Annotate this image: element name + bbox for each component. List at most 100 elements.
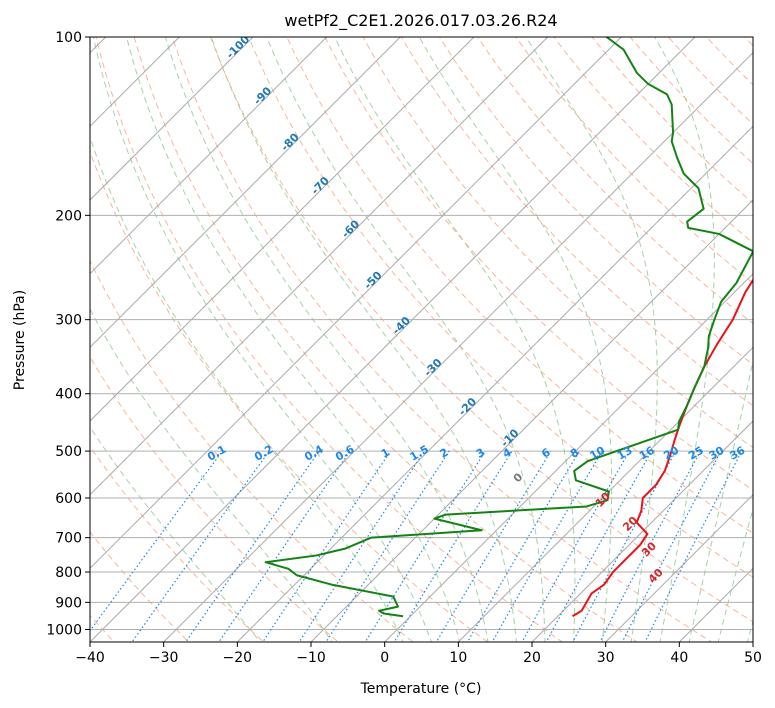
y-tick-label: 500	[55, 444, 82, 460]
dry-adiabat	[515, 37, 753, 284]
dry-adiabat	[553, 37, 753, 244]
dry-adiabat	[770, 24, 775, 654]
dry-adiabat	[400, 37, 753, 407]
moist-adiabat	[717, 506, 753, 642]
isotherm--70	[90, 37, 475, 422]
moist-adiabat	[90, 135, 404, 642]
moist-adiabat	[126, 37, 461, 642]
moist-adiabats	[90, 37, 753, 642]
isotherm--50	[90, 37, 622, 570]
dry-adiabat	[438, 37, 753, 366]
mixing-ratio-label: 0.1	[205, 443, 228, 464]
mixing-ratio-label: 30	[707, 444, 727, 463]
y-axis-ticks: 100 200 300 400 500 600 700 800 900 1000	[46, 30, 90, 638]
mixing-ratio-label: 3	[474, 446, 487, 461]
dry-adiabat	[95, 37, 564, 642]
x-tick-label: 40	[670, 650, 688, 666]
dry-adiabat-label: -40	[390, 314, 413, 337]
dry-adiabat	[90, 356, 339, 642]
mixing-ratio-label: 0.6	[333, 442, 357, 463]
isotherms	[90, 37, 753, 642]
dry-adiabat-label: -80	[279, 130, 302, 153]
dry-adiabat-label: -30	[421, 356, 444, 379]
moist-adiabat-label: 40	[646, 566, 666, 586]
mixing-ratio-label: 2	[438, 446, 451, 461]
plot-area: 0.1 0.2 0.4 0.6 1 1.5 2 3 4 6 8 10 13 16 20 25 30 36-100-…	[90, 24, 775, 654]
mixing-ratio-lines	[90, 450, 743, 642]
x-tick-label: −10	[296, 650, 326, 666]
isotherm--90	[90, 37, 328, 275]
dry-adiabat	[133, 37, 638, 642]
dry-adiabat	[591, 37, 753, 204]
mixing-ratio-line	[393, 450, 513, 642]
moist-adiabat	[418, 37, 613, 642]
temperature-profile-line	[571, 278, 753, 618]
isobar-grid	[90, 37, 753, 630]
dry-adiabat-label: -20	[456, 395, 479, 418]
y-axis-label: Pressure (hPa)	[12, 290, 28, 390]
mixing-ratio-line	[131, 450, 270, 642]
y-tick-label: 100	[55, 30, 82, 46]
plot-frame	[89, 36, 754, 643]
mixing-ratio-line	[262, 450, 392, 642]
mixing-ratio-line	[325, 450, 450, 642]
chart-title: wetPf2_C2E1.2026.017.03.26.R24	[284, 11, 557, 31]
dry-adiabat	[362, 37, 753, 449]
moist-adiabat	[164, 37, 489, 642]
mixing-ratio-label: 36	[727, 444, 747, 463]
moist-adiabat-label: 0	[511, 470, 526, 485]
dry-adiabats	[90, 24, 775, 654]
dry-adiabat-label: -50	[361, 269, 384, 292]
isotherm--10	[310, 199, 753, 642]
dry-adiabat	[705, 37, 753, 86]
moist-adiabat	[92, 37, 432, 642]
isotherm--60	[90, 37, 549, 496]
mixing-ratio-label: 20	[661, 444, 681, 463]
dry-adiabat	[286, 37, 753, 534]
dry-adiabat	[248, 37, 753, 578]
dry-adiabat-label: -10	[498, 426, 521, 449]
isotherm-20	[531, 420, 753, 642]
mixing-ratio-line	[435, 450, 552, 642]
moist-adiabat	[525, 37, 658, 642]
y-tick-label: 600	[55, 491, 82, 507]
moist-adiabat-label: 20	[620, 514, 640, 534]
moist-adiabat	[688, 358, 753, 642]
y-tick-label: 800	[55, 565, 82, 581]
isotherm--40	[90, 37, 696, 642]
isotherm-0	[384, 272, 753, 642]
dry-adiabat-label: -70	[309, 174, 332, 197]
isotherm-50	[752, 641, 753, 642]
dry-adiabat-label: -60	[339, 217, 362, 240]
isotherm--80	[90, 37, 401, 349]
mixing-ratio-line	[521, 450, 631, 642]
x-axis-ticks: −40 −30 −20 −10 0 10 20 30 40 50	[75, 642, 762, 666]
x-tick-label: −40	[75, 650, 105, 666]
mixing-ratio-label: 25	[686, 444, 706, 463]
moist-adiabat	[210, 37, 517, 642]
x-tick-label: 10	[449, 650, 467, 666]
x-tick-label: −30	[149, 650, 179, 666]
mixing-ratio-line	[90, 450, 223, 632]
x-tick-label: 30	[597, 650, 615, 666]
dry-adiabat	[90, 531, 190, 642]
dry-adiabat	[90, 259, 414, 642]
isotherm-10	[457, 346, 753, 642]
mixing-ratio-label: 0.4	[302, 442, 326, 463]
y-tick-label: 400	[55, 387, 82, 403]
isotherm--100	[90, 37, 254, 201]
x-tick-label: 50	[744, 650, 762, 666]
dry-adiabat	[90, 445, 265, 642]
moist-adiabat	[654, 37, 715, 642]
profile-series	[264, 37, 753, 618]
dry-adiabat	[171, 37, 713, 642]
y-tick-label: 300	[55, 313, 82, 329]
moist-adiabat	[746, 619, 753, 642]
y-tick-label: 900	[55, 595, 82, 611]
mixing-ratio-label: 1.5	[408, 443, 431, 464]
moist-adiabat	[334, 37, 576, 642]
isotherm--30	[163, 51, 753, 642]
mixing-ratio-line	[218, 450, 351, 642]
mixing-ratio-label: 6	[539, 445, 552, 460]
